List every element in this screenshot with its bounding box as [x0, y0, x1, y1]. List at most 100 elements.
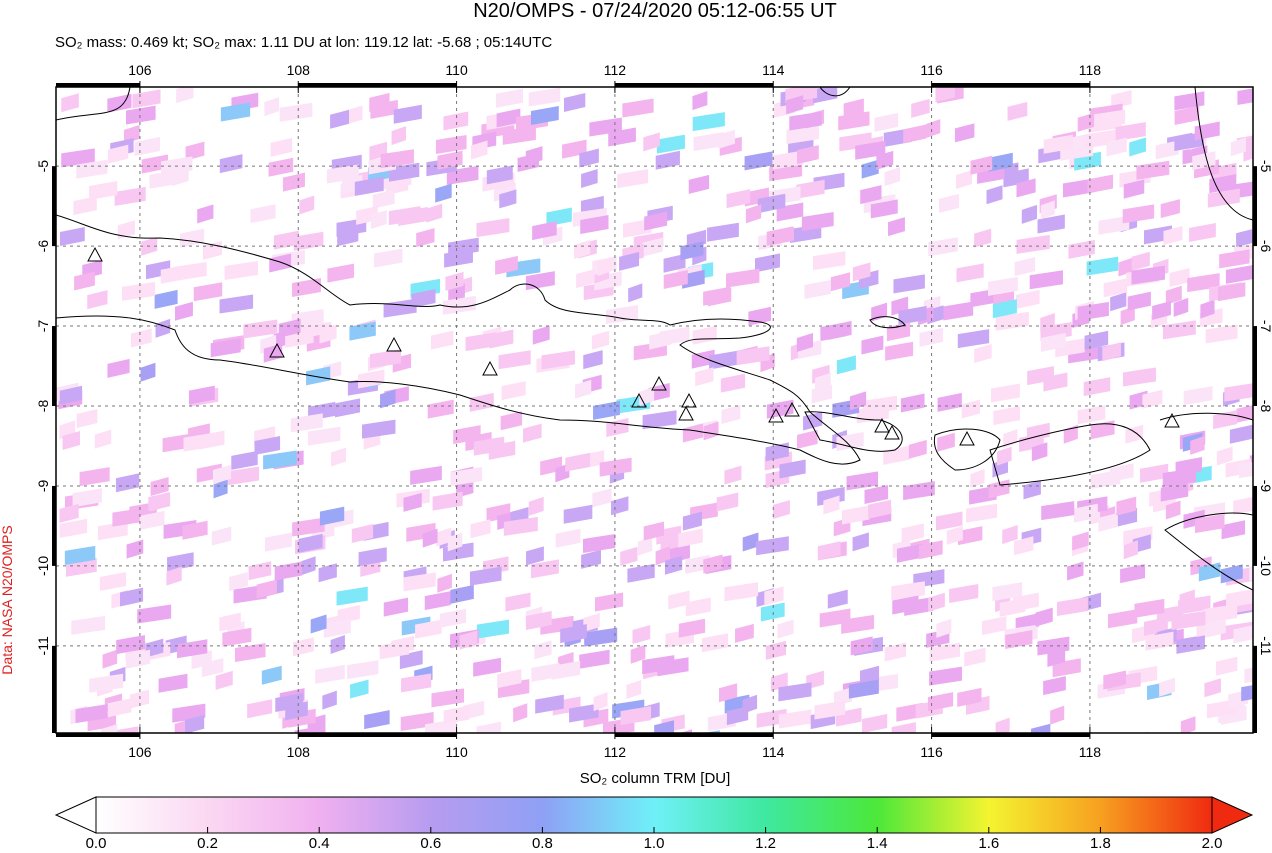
pixel	[692, 112, 725, 132]
volcano	[681, 392, 697, 408]
pixel	[71, 615, 106, 635]
pixel	[534, 640, 552, 660]
volcano	[1164, 412, 1180, 428]
pixel	[306, 366, 331, 386]
pixel	[388, 162, 420, 182]
pixel	[884, 642, 907, 662]
pixel	[424, 591, 451, 611]
pixel	[841, 505, 870, 525]
pixel	[668, 590, 690, 610]
pixel	[1233, 625, 1253, 644]
pixel	[293, 637, 314, 657]
lon-label-bottom: 114	[762, 744, 785, 760]
pixel	[525, 271, 555, 291]
pixel	[1077, 405, 1106, 425]
pixel	[427, 399, 454, 419]
pixel	[1014, 257, 1036, 277]
pixel	[745, 204, 762, 224]
pixel	[898, 305, 927, 325]
pixel	[116, 635, 145, 655]
pixel	[946, 525, 963, 545]
pixel	[1165, 500, 1181, 520]
pixel	[1173, 297, 1189, 317]
pixel	[864, 484, 889, 504]
pixel	[583, 613, 600, 633]
colorbar-tick-label: 0.4	[309, 835, 330, 852]
pixel	[102, 649, 118, 669]
pixel	[688, 174, 710, 194]
pixel	[724, 582, 759, 602]
pixel	[59, 503, 79, 523]
pixel	[678, 528, 703, 548]
pixel	[167, 552, 194, 572]
pixel	[495, 255, 518, 275]
volcano	[651, 375, 667, 391]
pixel	[703, 421, 719, 441]
pixel	[928, 592, 945, 612]
pixel	[935, 511, 963, 531]
pixel	[198, 430, 225, 450]
pixel	[813, 251, 846, 271]
pixel	[75, 704, 108, 724]
pixel	[974, 228, 992, 248]
lon-label-top: 114	[762, 62, 785, 78]
pixel	[1125, 424, 1144, 444]
pixel	[955, 169, 973, 189]
pixel	[61, 148, 95, 168]
pixel	[581, 169, 598, 189]
pixel	[380, 389, 396, 409]
colorbar-tick-label: 1.0	[644, 835, 665, 852]
pixel	[403, 572, 436, 592]
pixel	[349, 321, 376, 341]
pixel	[1162, 468, 1197, 488]
pixel	[796, 179, 825, 199]
pixel	[724, 465, 742, 485]
pixel	[760, 602, 785, 622]
pixel	[1138, 731, 1149, 733]
pixel	[988, 152, 1013, 172]
pixel	[1030, 723, 1051, 733]
pixel	[443, 705, 470, 725]
pixel	[64, 545, 96, 565]
pixel	[1131, 251, 1150, 271]
pixel	[827, 589, 848, 609]
pixel	[459, 630, 478, 650]
lat-label-right: -7	[1258, 320, 1272, 333]
pixel	[726, 706, 749, 726]
pixel	[937, 432, 955, 452]
pixel	[525, 146, 543, 166]
pixel	[351, 524, 374, 544]
pixel	[579, 649, 610, 669]
pixel	[453, 425, 481, 445]
lon-label-top: 106	[128, 62, 152, 78]
pixel	[563, 93, 586, 113]
pixel	[954, 123, 975, 143]
pixel	[370, 210, 387, 230]
pixel	[1092, 109, 1126, 129]
pixel	[884, 167, 901, 187]
pixel	[995, 717, 1010, 733]
pixel	[692, 325, 717, 345]
pixel	[107, 698, 132, 718]
pixel	[756, 536, 789, 556]
pixel	[597, 257, 612, 277]
pixel	[290, 413, 323, 433]
pixel	[757, 193, 786, 213]
pixel	[852, 532, 869, 552]
pixel	[1134, 598, 1165, 618]
pixel	[234, 642, 266, 662]
volcanoes	[87, 246, 1180, 446]
pixel	[426, 203, 443, 223]
pixel	[874, 112, 899, 132]
lat-label-left: -8	[35, 400, 51, 413]
pixel	[222, 627, 252, 647]
pixel	[126, 539, 144, 559]
pixel	[1043, 134, 1073, 154]
pixel	[535, 694, 564, 714]
pixel	[532, 221, 557, 241]
pixel	[594, 592, 624, 612]
pixel	[654, 720, 675, 733]
pixel	[526, 546, 544, 566]
pixel	[347, 660, 379, 680]
